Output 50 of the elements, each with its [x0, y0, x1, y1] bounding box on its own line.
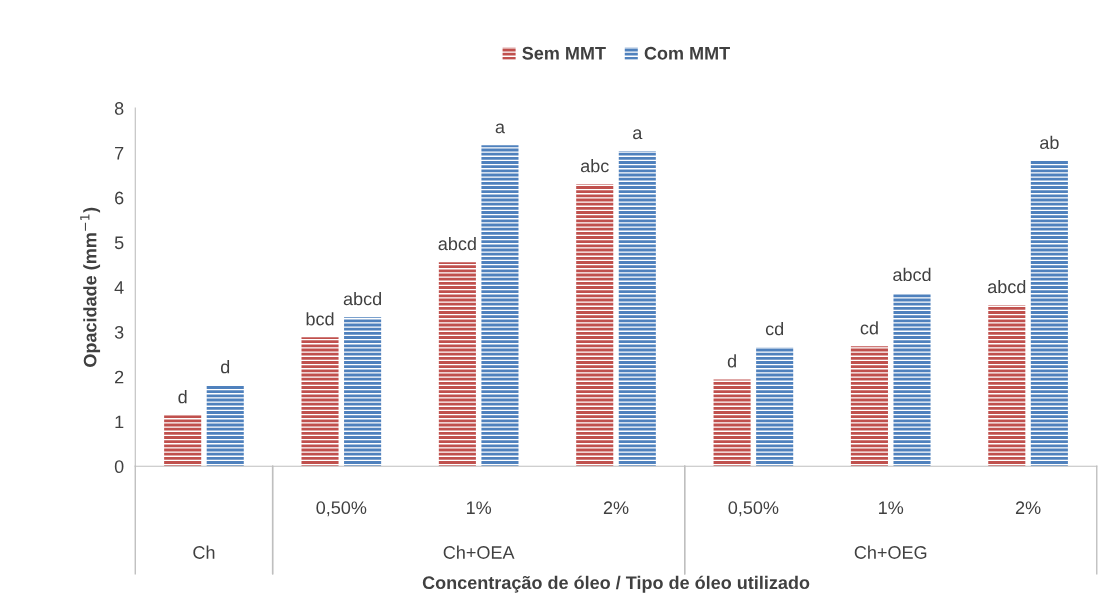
- y-tick-label: 5: [114, 236, 124, 250]
- data-label: a: [495, 123, 505, 134]
- bar: [576, 184, 614, 467]
- bar: [850, 346, 888, 467]
- bar: [988, 305, 1026, 467]
- x-tick-label: 0,50%: [728, 501, 779, 517]
- data-label: d: [727, 354, 736, 368]
- bar: [481, 145, 519, 467]
- text: Ch: [193, 545, 215, 559]
- bar: [164, 415, 202, 467]
- legend-label: Com MMT: [644, 46, 730, 60]
- data-label: cd: [860, 321, 878, 335]
- y-tick-label: 6: [115, 191, 124, 205]
- data-label: abcd: [893, 267, 931, 282]
- y-tick-label: 3: [114, 325, 124, 339]
- bar: [893, 293, 931, 467]
- x-tick-label: 2%: [1015, 501, 1041, 515]
- y-axis-title: Opacidade (mm$^{−1}$): [80, 207, 101, 367]
- bar: [713, 379, 751, 467]
- x-tick-label: 1%: [466, 501, 492, 515]
- data-label: d: [178, 390, 187, 404]
- legend-label: Sem MMT: [522, 46, 606, 60]
- bar: [344, 317, 382, 467]
- x-tick-label: 0,50%: [316, 501, 367, 517]
- x-axis-title: Concentração de óleo / Tipo de óleo utilizado: [422, 575, 810, 593]
- data-label: bcd: [306, 312, 334, 326]
- data-label: abcd: [987, 279, 1026, 294]
- bar: [438, 262, 476, 467]
- data-label: d: [220, 360, 230, 374]
- data-label: abcd: [343, 292, 382, 306]
- text: Ch+OEA: [443, 545, 515, 559]
- x-tick-label: 2%: [603, 501, 629, 515]
- data-label: abc: [580, 159, 609, 173]
- data-label: a: [633, 129, 643, 140]
- data-label: abcd: [438, 236, 476, 251]
- bar: [206, 385, 244, 467]
- text: Ch+OEG: [854, 545, 927, 559]
- data-label: cd: [765, 322, 784, 336]
- y-tick-label: 1: [115, 415, 124, 429]
- y-tick-label: 2: [115, 370, 124, 384]
- data-label: ab: [1040, 135, 1059, 150]
- y-tick-label: 8: [114, 102, 124, 115]
- bar: [756, 347, 794, 467]
- bar: [301, 337, 339, 467]
- bar: [618, 151, 656, 467]
- y-tick-label: 7: [115, 147, 124, 160]
- y-tick-label: 0: [114, 460, 124, 474]
- bar: [1030, 160, 1068, 467]
- y-tick-label: 4: [114, 281, 124, 294]
- x-tick-label: 1%: [879, 501, 904, 515]
